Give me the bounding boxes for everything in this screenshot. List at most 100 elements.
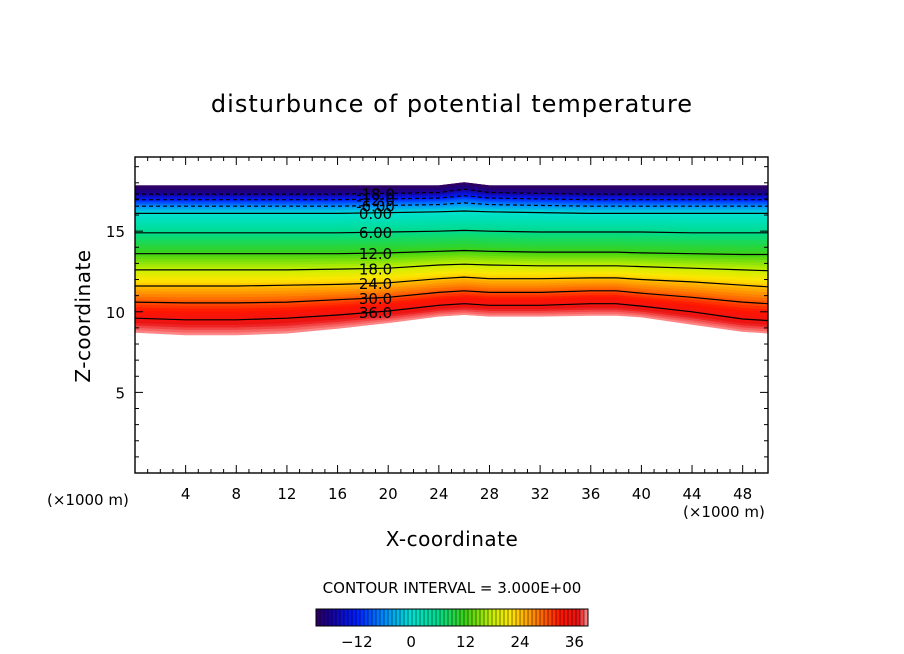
colorbar-swatch — [344, 609, 349, 626]
colorbar-swatch — [548, 609, 553, 626]
contour-band — [135, 278, 768, 293]
colorbar-swatch — [556, 609, 561, 626]
colorbar-swatch — [568, 609, 573, 626]
colorbar-swatch — [520, 609, 525, 626]
contour-line — [135, 229, 768, 234]
contour-band — [135, 290, 768, 307]
contour-label: 12.0 — [359, 245, 392, 263]
colorbar-swatch — [460, 609, 465, 626]
contour-band — [135, 261, 768, 271]
contour-line — [135, 188, 768, 195]
colorbar-swatch — [388, 609, 393, 626]
colorbar-swatch — [536, 609, 541, 626]
x-tick-label: 16 — [328, 485, 347, 503]
x-tick-label: 28 — [480, 485, 499, 503]
x-tick-label: 24 — [429, 485, 448, 503]
colorbar-tick-label: 36 — [565, 633, 584, 651]
contour-band — [135, 308, 768, 330]
contour-band — [135, 287, 768, 304]
colorbar-swatch — [456, 609, 461, 626]
chart-title: disturbunce of potential temperature — [211, 90, 693, 118]
colorbar-swatch — [400, 609, 405, 626]
colorbar-swatch — [372, 609, 377, 626]
colorbar-swatch — [508, 609, 513, 626]
contour-line — [135, 263, 769, 272]
colorbar-swatch — [340, 609, 345, 626]
contour-band — [135, 272, 768, 285]
contour-band — [135, 223, 768, 230]
colorbar-swatch — [476, 609, 481, 626]
contour-band — [135, 283, 768, 299]
x-tick-label: 4 — [181, 485, 191, 503]
contour-band — [135, 216, 768, 224]
colorbar-swatch — [488, 609, 493, 626]
colorbar-swatch — [408, 609, 413, 626]
contour-band — [135, 292, 768, 310]
contour-band — [135, 296, 768, 315]
colorbar-swatch — [320, 609, 325, 626]
contour-label: 6.00 — [359, 224, 392, 242]
contour-line — [135, 249, 768, 256]
colorbar-swatch — [428, 609, 433, 626]
colorbar-tick-label: −12 — [341, 633, 373, 651]
colorbar-swatch — [440, 609, 445, 626]
contour-band — [135, 267, 768, 279]
contour-label: 0.00 — [359, 205, 392, 223]
colorbar-swatch — [560, 609, 565, 626]
colorbar-swatch — [424, 609, 429, 626]
colorbar-swatch — [524, 609, 529, 626]
contour-label: -18.0 — [356, 185, 395, 203]
x-tick-label: 8 — [232, 485, 242, 503]
colorbar-swatch — [464, 609, 469, 626]
contour-line — [135, 202, 768, 207]
contour-label: -12.0 — [356, 191, 395, 209]
colorbar-swatch — [504, 609, 509, 626]
colorbar-tick-label: 24 — [510, 633, 529, 651]
x-axis-label: X-coordinate — [386, 527, 519, 551]
colorbar-swatch — [396, 609, 401, 626]
contour-label: 24.0 — [359, 275, 392, 293]
contour-line — [134, 290, 769, 305]
colorbar-swatch — [324, 609, 329, 626]
contour-band — [135, 294, 768, 313]
y-axis-unit-label: (×1000 m) — [47, 491, 129, 509]
contour-line — [134, 303, 769, 322]
contour-band — [135, 265, 768, 276]
contour-line — [135, 210, 768, 214]
colorbar-swatch — [332, 609, 337, 626]
contour-band — [135, 312, 768, 336]
contour-label: 30.0 — [359, 290, 392, 308]
colorbar-frame — [315, 608, 589, 627]
colorbar-swatch — [404, 609, 409, 626]
colorbar-swatch — [576, 609, 581, 626]
colorbar-swatch — [364, 609, 369, 626]
colorbar-swatch — [412, 609, 417, 626]
colorbar-swatch — [444, 609, 449, 626]
colorbar-swatch — [448, 609, 453, 626]
colorbar-swatch — [540, 609, 545, 626]
colorbar: −12 0 12 24 36 — [315, 608, 589, 651]
top-boundary-line — [135, 182, 768, 187]
colorbar-swatch — [316, 609, 321, 626]
contour-band — [135, 310, 768, 333]
contour-band — [135, 210, 768, 217]
contour-band — [135, 276, 768, 290]
x-axis-unit-label: (×1000 m) — [683, 503, 765, 521]
colorbar-swatch — [472, 609, 477, 626]
x-tick-label: 20 — [379, 485, 398, 503]
colorbar-swatch — [580, 609, 585, 626]
colorbar-tick-label: 12 — [456, 633, 475, 651]
colorbar-swatch — [392, 609, 397, 626]
y-tick-label: 15 — [106, 223, 125, 241]
colorbar-swatch — [356, 609, 361, 626]
colorbar-swatch — [564, 609, 569, 626]
colorbar-swatch — [432, 609, 437, 626]
colorbar-swatch — [436, 609, 441, 626]
contour-band — [135, 298, 768, 318]
colorbar-swatch — [528, 609, 533, 626]
colorbar-swatch — [348, 609, 353, 626]
contour-label: 18.0 — [359, 260, 392, 278]
colorbar-swatch — [512, 609, 517, 626]
contour-label: 36.0 — [359, 304, 392, 322]
